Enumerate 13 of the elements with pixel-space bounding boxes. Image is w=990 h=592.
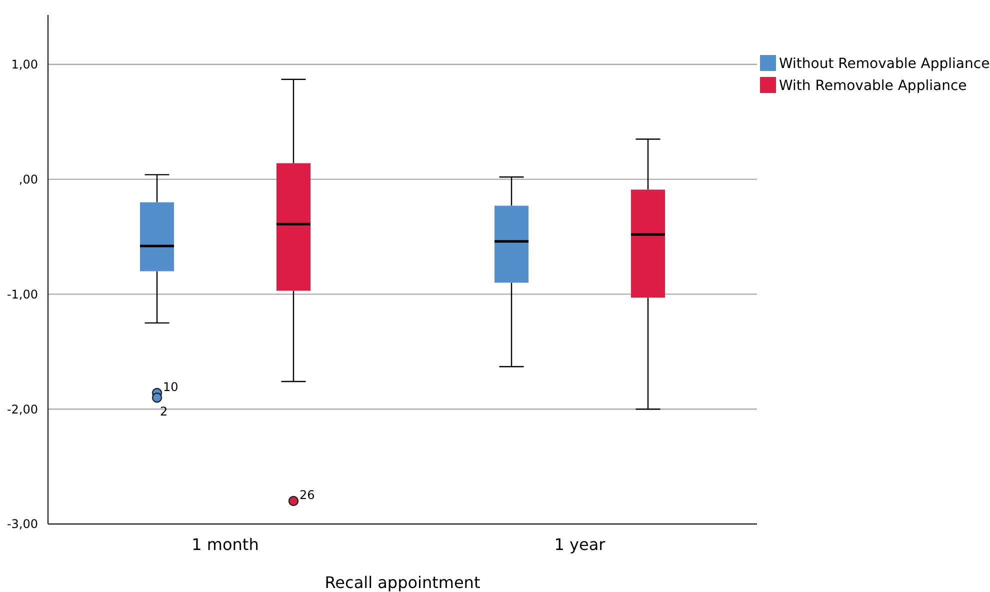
legend-label: Without Removable Appliance <box>779 56 990 72</box>
y-tick-label: ,00 <box>18 172 38 187</box>
annotation: 2 <box>160 404 168 419</box>
y-tick-label: 1,00 <box>11 58 38 72</box>
y-tick-label: -1,00 <box>6 287 38 302</box>
annotation: 10 <box>163 380 178 394</box>
y-tick-label: -2,00 <box>6 402 38 416</box>
x-tick-label: 1 year <box>554 535 606 554</box>
x-tick-label: 1 month <box>192 535 259 554</box>
x-axis-title: Recall appointment <box>324 573 480 592</box>
annotation: 26 <box>299 488 315 502</box>
y-tick-label: -3,00 <box>6 517 38 532</box>
legend-label: With Removable Appliance <box>779 78 967 94</box>
